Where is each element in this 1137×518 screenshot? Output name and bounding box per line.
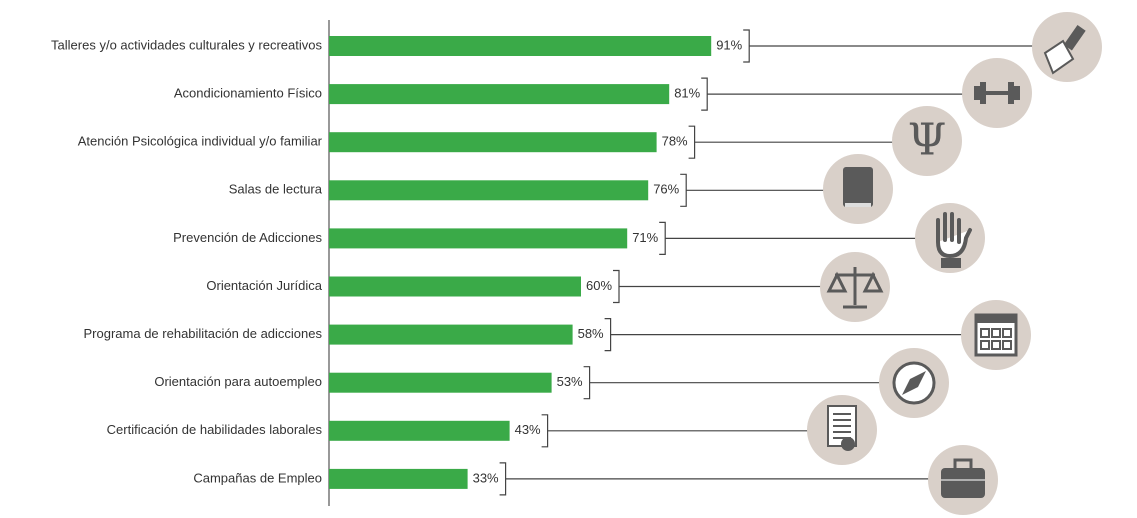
value-label: 91%: [716, 37, 742, 52]
bracket: [743, 29, 750, 63]
bracket: [613, 269, 620, 304]
category-label: Atención Psicológica individual y/o fami…: [78, 134, 323, 149]
icon-part: [991, 340, 1001, 350]
icon-part: [826, 267, 884, 309]
value-label: 81%: [674, 86, 700, 101]
icon-part: [1002, 340, 1012, 350]
icon-part: [953, 458, 973, 472]
category-label: Orientación Jurídica: [206, 278, 322, 293]
icon-part: [1002, 328, 1012, 338]
icon-part: [941, 468, 985, 498]
icon-part: [991, 328, 1001, 338]
bar: [329, 276, 581, 297]
icon-part: [1008, 82, 1014, 104]
value-label: 53%: [557, 374, 583, 389]
icon: Ψ: [892, 106, 962, 176]
bracket: [680, 173, 687, 207]
icon: [820, 252, 890, 322]
bar: [329, 36, 712, 56]
category-label: Certificación de habilidades laborales: [107, 422, 323, 437]
icon: [961, 300, 1031, 370]
icon-part: [941, 258, 961, 268]
category-label: Talleres y/o actividades culturales y re…: [51, 37, 322, 52]
icon-part: [974, 86, 980, 100]
bar: [329, 228, 628, 249]
icon: [928, 445, 998, 515]
category-label: Prevención de Adicciones: [173, 230, 322, 245]
value-label: 78%: [662, 134, 688, 149]
value-label: 43%: [515, 422, 541, 437]
icon-part: [1063, 25, 1086, 51]
bar: [329, 468, 468, 489]
value-label: 58%: [578, 326, 604, 341]
icon-part: [902, 371, 926, 395]
bracket: [583, 366, 591, 400]
category-label: Programa de rehabilitación de adicciones: [84, 326, 323, 341]
value-label: 60%: [586, 278, 612, 293]
category-label: Orientación para autoempleo: [154, 374, 322, 389]
bracket: [701, 77, 708, 111]
value-label: 33%: [473, 470, 499, 485]
bar: [329, 420, 510, 441]
icon: [823, 154, 893, 224]
icon: [915, 203, 985, 273]
icon-part: Ψ: [908, 115, 947, 166]
bar: [329, 84, 670, 105]
icon-part: [980, 82, 986, 104]
icon-part: [1014, 86, 1020, 100]
icon-part: [845, 203, 871, 207]
icon-part: [980, 340, 990, 350]
icon-part: [1043, 39, 1075, 75]
icon: [879, 348, 949, 418]
bar: [329, 324, 573, 345]
category-label: Campañas de Empleo: [193, 470, 322, 485]
category-label: Acondicionamiento Físico: [174, 86, 322, 101]
icon: [807, 395, 877, 465]
icon-part: [843, 167, 873, 207]
bracket: [541, 414, 549, 448]
icon: [962, 58, 1032, 128]
bar: [329, 180, 649, 201]
bar: [329, 132, 657, 153]
bar: [329, 372, 552, 393]
icon-circle: [892, 106, 962, 176]
icon: [1032, 12, 1102, 82]
icon-part: [980, 328, 990, 338]
bracket: [688, 125, 696, 159]
value-label: 76%: [653, 182, 679, 197]
bracket: [499, 462, 507, 496]
icon-part: [976, 315, 1016, 323]
icon-part: [936, 212, 972, 259]
icon-part: [975, 91, 1019, 95]
value-label: 71%: [632, 230, 658, 245]
icon-part: [841, 437, 855, 451]
bracket: [604, 318, 612, 352]
category-label: Salas de lectura: [229, 182, 323, 197]
bracket: [659, 221, 666, 255]
